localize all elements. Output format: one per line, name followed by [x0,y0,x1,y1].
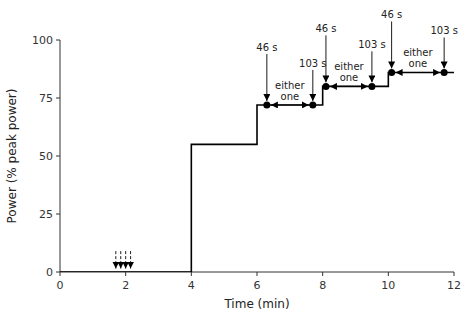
x-tick-label: 0 [57,279,64,292]
span-arrow [271,104,309,105]
y-tick [56,214,60,215]
annotation-label: 46 s [381,9,402,20]
x-tick [191,272,192,276]
y-tick-label: 75 [39,92,53,105]
x-tick-label: 2 [122,279,129,292]
span-label-line: either [403,47,433,58]
span-label-line: one [340,72,359,83]
x-tick [454,272,455,276]
dashed-arrow [125,251,126,268]
annotation-label: 103 s [430,25,457,36]
y-tick [56,40,60,41]
x-tick [125,272,126,276]
x-tick-label: 6 [254,279,261,292]
x-tick [257,272,258,276]
dashed-arrow [130,251,131,268]
dashed-arrow [120,251,121,268]
x-tick-label: 10 [381,279,395,292]
annotation-arrow [312,70,313,101]
y-tick-label: 0 [46,266,53,279]
y-tick-label: 50 [39,150,53,163]
x-tick [388,272,389,276]
dot [388,69,395,76]
span-arrow [396,72,441,73]
span-label-line: either [334,61,364,72]
x-tick [322,272,323,276]
dashed-arrow [115,251,116,268]
x-tick-label: 4 [188,279,195,292]
span-label: eitherone [334,61,364,83]
y-tick [56,272,60,273]
dot [322,83,329,90]
y-tick [56,98,60,99]
annotation-label: 103 s [358,39,385,50]
plot-area [60,69,454,272]
dot [309,101,316,108]
annotation-arrow [266,54,267,101]
axes: 0 2 4 6 8 10 12 0 25 50 75 100 [32,34,461,292]
annotation-label: 103 s [299,58,326,69]
y-axis-label: Power (% peak power) [5,89,19,224]
x-tick-label: 8 [319,279,326,292]
span-label-line: either [275,80,305,91]
x-axis-label: Time (min) [223,297,289,311]
span-label: eitherone [275,80,305,102]
chart: 0 2 4 6 8 10 12 0 25 50 75 100 Time (min) Power (% pe… [0,0,474,316]
annotations: eitheroneeitheroneeitherone46 s46 s46 s1… [256,9,458,104]
annotation-arrow [371,51,372,82]
y-tick [56,156,60,157]
span-label-line: one [409,58,428,69]
annotation-label: 46 s [256,42,277,53]
y-tick-label: 100 [32,34,53,47]
dot [263,101,270,108]
annotation-label: 46 s [315,23,336,34]
dot [368,83,375,90]
span-label-line: one [281,91,300,102]
annotation-arrow [444,37,445,68]
annotation-arrow [391,21,392,68]
span-label: eitherone [403,47,433,69]
y-tick-label: 25 [39,208,53,221]
dot [441,69,448,76]
span-arrow [330,86,368,87]
x-tick-label: 12 [447,279,461,292]
step-line [60,72,454,272]
x-tick [60,272,61,276]
